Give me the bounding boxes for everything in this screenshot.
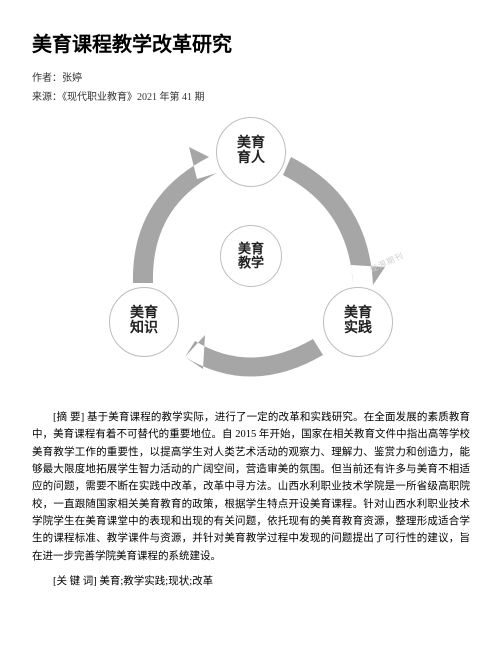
abstract-text: 基于美育课程的教学实际，进行了一定的改革和实践研究。在全面发展的素质教育中，美育… bbox=[32, 412, 470, 562]
node-top-l2: 育人 bbox=[237, 152, 265, 167]
arrow-right-to-left bbox=[185, 335, 323, 377]
page-title: 美育课程教学改革研究 bbox=[32, 28, 470, 57]
diagram-container: 美育 育人 美育 实践 美育 知识 美育 教学 龙源期刊 bbox=[32, 117, 470, 397]
node-center: 美育 教学 bbox=[220, 225, 282, 287]
node-top-l1: 美育 bbox=[237, 137, 265, 152]
keywords-para: [关 键 词] 美育;教学实践;现状;改革 bbox=[32, 573, 470, 590]
source-line: 来源：《现代职业教育》2021 年第 41 期 bbox=[32, 88, 470, 103]
keywords-text: 美育;教学实践;现状;改革 bbox=[97, 576, 213, 587]
page-root: 美育课程教学改革研究 作者：张婷 来源：《现代职业教育》2021 年第 41 期… bbox=[0, 0, 502, 600]
abstract-label: [摘 要] bbox=[53, 412, 84, 423]
node-top: 美育 育人 bbox=[216, 117, 286, 187]
body-text: [摘 要] 基于美育课程的教学实际，进行了一定的改革和实践研究。在全面发展的素质… bbox=[32, 409, 470, 590]
node-left-l1: 美育 bbox=[130, 307, 158, 322]
node-right-l1: 美育 bbox=[344, 307, 372, 322]
arrow-left-to-top bbox=[133, 147, 217, 283]
node-right: 美育 实践 bbox=[323, 287, 393, 357]
node-left: 美育 知识 bbox=[109, 287, 179, 357]
node-center-l2: 教学 bbox=[238, 256, 264, 270]
node-right-l2: 实践 bbox=[344, 322, 372, 337]
abstract-para: [摘 要] 基于美育课程的教学实际，进行了一定的改革和实践研究。在全面发展的素质… bbox=[32, 409, 470, 565]
cycle-diagram: 美育 育人 美育 实践 美育 知识 美育 教学 龙源期刊 bbox=[91, 117, 411, 397]
keywords-label: [关 键 词] bbox=[53, 576, 97, 587]
node-left-l2: 知识 bbox=[130, 322, 158, 337]
author-line: 作者：张婷 bbox=[32, 69, 470, 84]
node-center-l1: 美育 bbox=[238, 242, 264, 256]
